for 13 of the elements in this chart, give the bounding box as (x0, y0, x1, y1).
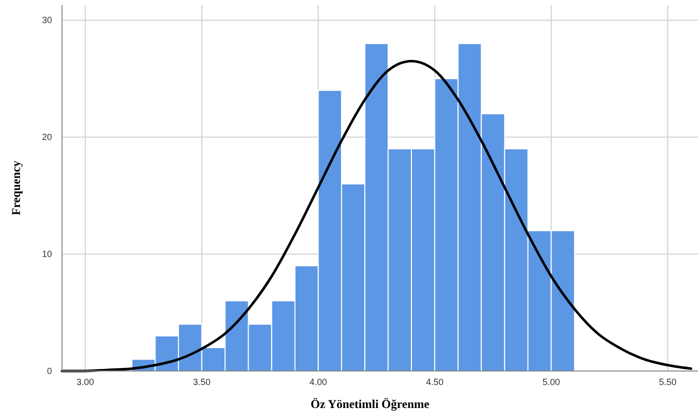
x-tick-label: 5.50 (658, 377, 676, 387)
x-tick-label: 5.00 (542, 377, 560, 387)
x-tick-label: 4.50 (426, 377, 444, 387)
x-axis-title: Öz Yönetimli Öğrenme (310, 397, 430, 411)
y-tick-label: 0 (46, 366, 52, 376)
y-tick-label: 20 (42, 132, 52, 142)
x-tick-label: 4.00 (310, 377, 328, 387)
x-tick-label: 3.50 (193, 377, 211, 387)
x-tick-label: 3.00 (76, 377, 94, 387)
y-tick-label: 30 (42, 15, 52, 26)
y-axis-title: Frequency (9, 160, 23, 216)
line-series (60, 60, 692, 372)
y-tick-label: 10 (42, 249, 52, 260)
